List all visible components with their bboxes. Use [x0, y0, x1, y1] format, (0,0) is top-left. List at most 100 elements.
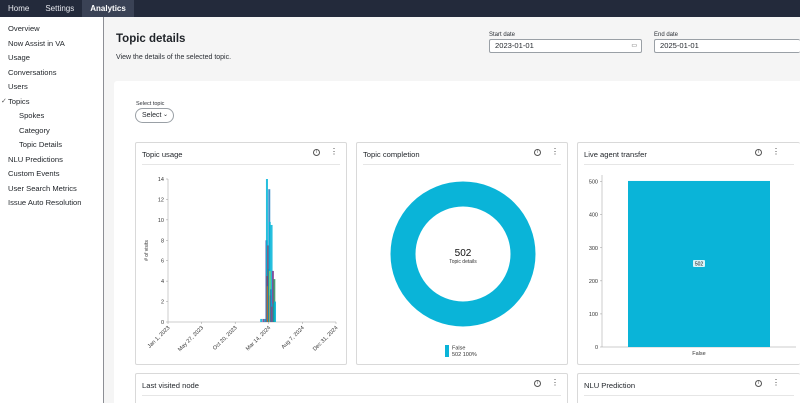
x-tick-label: May 27, 2023: [177, 325, 205, 353]
sidebar-item-nlu-predictions[interactable]: NLU Predictions: [8, 154, 63, 164]
x-tick-label: Mar 14, 2024: [245, 325, 272, 352]
usage-bar: [264, 318, 267, 322]
y-tick-label: 12: [158, 197, 164, 203]
select-topic-dropdown[interactable]: Select ⌄: [135, 108, 174, 123]
y-axis-label: # of visits: [144, 240, 150, 261]
legend-swatch: [445, 345, 449, 357]
x-tick-label: Oct 20, 2023: [212, 325, 239, 352]
sidebar-item-topics[interactable]: ✓ Topics: [0, 95, 103, 110]
page-subtitle: View the details of the selected topic.: [116, 54, 232, 61]
start-date-value: 2023-01-01: [495, 41, 534, 50]
y-tick-label: 0: [595, 345, 598, 351]
select-topic-value: Select: [142, 112, 162, 119]
nlu-prediction-card: NLU Prediction i ⋮: [577, 373, 800, 403]
donut-slice: [390, 181, 536, 327]
card-title: Topic usage: [142, 150, 183, 159]
chevron-down-icon: ✓: [1, 97, 7, 105]
sidebar-item-users[interactable]: Users: [8, 82, 28, 91]
y-tick-label: 2: [161, 300, 164, 306]
info-icon[interactable]: i: [755, 380, 762, 387]
usage-bar: [274, 301, 277, 322]
y-tick-label: 300: [589, 246, 598, 252]
sidebar-item-conversations[interactable]: Conversations: [8, 67, 57, 77]
end-date-input[interactable]: 2025-01-01: [654, 39, 800, 53]
x-tick-label: Dec 31, 2024: [312, 325, 339, 352]
sidebar: Overview Now Assist in VA Usage Conversa…: [0, 17, 104, 403]
x-tick-label: False: [692, 351, 705, 357]
live-agent-transfer-chart: 0 100 200 300 400 500 502 False: [589, 175, 796, 357]
bar-data-label: 502: [695, 261, 704, 267]
usage-bar: [260, 318, 263, 322]
tab-home[interactable]: Home: [8, 4, 30, 13]
legend-value: 502 100%: [452, 352, 477, 358]
y-tick-label: 8: [161, 238, 164, 244]
topic-completion-card: Topic completion i ⋮ 502 Topic details Fal…: [356, 142, 568, 365]
x-tick-label: Aug 7, 2024: [281, 325, 306, 350]
sidebar-item-user-search-metrics[interactable]: User Search Metrics: [8, 183, 77, 193]
topic-usage-card: Topic usage i ⋮ 0 2 4 6 8 10 12 14 # of visits Ja…: [135, 142, 347, 365]
donut-center-label: Topic details: [449, 259, 477, 265]
calendar-icon[interactable]: ▭: [631, 43, 637, 49]
y-tick-label: 100: [589, 312, 598, 318]
more-vertical-icon[interactable]: ⋮: [551, 147, 559, 156]
live-agent-transfer-card: Live agent transfer i ⋮ 0 100 200 300 400 500…: [577, 142, 800, 365]
sidebar-item-issue-auto-resolution[interactable]: Issue Auto Resolution: [8, 198, 82, 207]
sidebar-item-topic-details[interactable]: Topic Details: [19, 140, 63, 149]
data-label-bg: [693, 259, 705, 267]
top-nav: Home Settings Analytics: [0, 0, 800, 17]
card-title: Live agent transfer: [584, 150, 647, 159]
select-topic-label: Select topic: [136, 101, 165, 107]
x-tick-label: Jan 1, 2023: [147, 325, 172, 350]
more-vertical-icon[interactable]: ⋮: [551, 378, 559, 387]
info-icon[interactable]: i: [534, 149, 541, 156]
card-title: Topic completion: [363, 150, 420, 159]
end-date-value: 2025-01-01: [660, 41, 699, 50]
more-vertical-icon[interactable]: ⋮: [772, 147, 780, 156]
sidebar-item-label: Topics: [8, 96, 30, 106]
y-tick-label: 0: [161, 320, 164, 326]
more-vertical-icon[interactable]: ⋮: [772, 378, 780, 387]
y-tick-label: 400: [589, 213, 598, 219]
start-date-label: Start date: [489, 32, 516, 38]
y-tick-label: 10: [158, 218, 164, 224]
legend-label: False: [452, 346, 465, 352]
last-visited-node-card: Last visited node i ⋮: [135, 373, 568, 403]
card-divider: [142, 164, 340, 165]
usage-bar: [273, 279, 276, 322]
usage-bar: [265, 179, 268, 322]
card-divider: [142, 395, 561, 396]
more-vertical-icon[interactable]: ⋮: [330, 147, 338, 156]
sidebar-item-spokes[interactable]: Spokes: [19, 111, 45, 120]
usage-bar: [271, 270, 274, 322]
usage-bar: [262, 318, 265, 322]
tab-settings[interactable]: Settings: [45, 4, 75, 13]
y-tick-label: 4: [161, 279, 164, 285]
sidebar-item-usage[interactable]: Usage: [8, 53, 30, 62]
sidebar-item-custom-events[interactable]: Custom Events: [8, 169, 60, 178]
card-divider: [584, 395, 794, 396]
usage-bar: [270, 224, 273, 322]
start-date-input[interactable]: 2023-01-01 ▭: [489, 39, 642, 53]
donut-center-value: 502: [455, 248, 472, 259]
main: Topic details View the details of the se…: [105, 17, 800, 403]
info-icon[interactable]: i: [534, 380, 541, 387]
y-tick-label: 14: [158, 177, 164, 183]
sidebar-item-now-assist[interactable]: Now Assist in VA: [8, 38, 65, 48]
end-date-label: End date: [654, 32, 679, 38]
chevron-down-icon: ⌄: [162, 112, 168, 118]
y-tick-label: 500: [589, 180, 598, 186]
y-tick-label: 6: [161, 259, 164, 265]
content-panel: Select topic Select ⌄ Topic usage i ⋮ 0 2…: [114, 81, 800, 403]
card-title: Last visited node: [142, 381, 199, 390]
sidebar-item-category[interactable]: Category: [19, 125, 50, 135]
card-title: NLU Prediction: [584, 381, 636, 390]
sidebar-item-overview[interactable]: Overview: [8, 24, 40, 33]
card-divider: [363, 164, 561, 165]
y-tick-label: 200: [589, 279, 598, 285]
topic-usage-chart: 0 2 4 6 8 10 12 14 # of visits Jan 1, 2023 May 27,…: [144, 177, 339, 353]
info-icon[interactable]: i: [313, 149, 320, 156]
card-divider: [584, 164, 794, 165]
tab-analytics[interactable]: Analytics: [82, 0, 134, 17]
info-icon[interactable]: i: [755, 149, 762, 156]
